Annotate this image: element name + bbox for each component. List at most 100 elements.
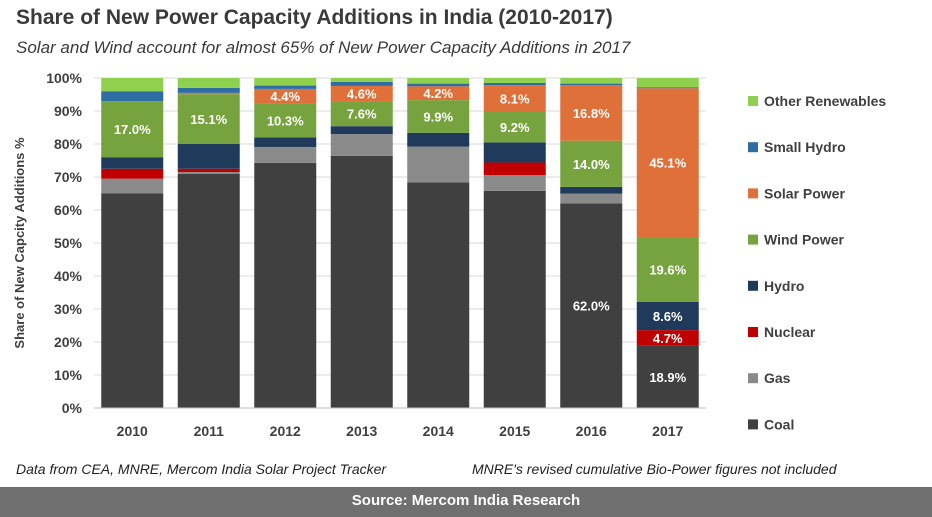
legend-label: Solar Power [764, 185, 845, 201]
bar-segment [101, 157, 164, 169]
bar-segment [330, 101, 393, 127]
data-label: 4.2% [423, 86, 453, 101]
bar-segment [407, 132, 470, 147]
legend-swatch [748, 234, 758, 245]
legend-label: Wind Power [764, 232, 845, 248]
bar-segment [177, 173, 240, 408]
y-tick-label: 50% [54, 235, 83, 251]
bar-segment [407, 100, 470, 133]
x-tick-label: 2012 [270, 423, 301, 439]
legend-swatch [748, 96, 758, 106]
bar-segment [330, 155, 393, 408]
bar-segment [407, 182, 470, 408]
bar-segment [101, 91, 164, 102]
bar-segment [483, 111, 546, 143]
bar-segment [560, 78, 623, 84]
data-label: 14.0% [573, 157, 610, 172]
bar-segment [560, 83, 623, 86]
y-tick-label: 60% [54, 202, 83, 218]
bar-segment [407, 86, 470, 101]
bar-segment [254, 137, 317, 147]
chart-subtitle: Solar and Wind account for almost 65% of… [16, 38, 631, 57]
y-tick-label: 20% [54, 334, 83, 350]
data-label: 10.3% [267, 113, 304, 128]
data-label: 9.9% [423, 109, 453, 124]
data-label: 4.7% [653, 331, 683, 346]
bar-segment [330, 85, 393, 102]
bar-segment [483, 82, 546, 86]
chart-title: Share of New Power Capacity Additions in… [16, 6, 613, 29]
bar-segment [483, 85, 546, 112]
legend-label: Small Hydro [764, 139, 846, 155]
bar-segment [483, 175, 546, 191]
y-tick-label: 40% [54, 268, 83, 284]
bar-segment [254, 88, 317, 104]
x-tick-label: 2010 [117, 423, 148, 439]
bar-segment [101, 168, 164, 179]
bar-segment [560, 203, 623, 408]
data-label: 7.6% [347, 107, 377, 122]
x-tick-label: 2015 [499, 423, 530, 439]
legend-label: Nuclear [764, 324, 816, 340]
data-label: 4.6% [347, 87, 377, 102]
legend-swatch [748, 419, 758, 430]
bar-segment [177, 78, 240, 88]
bar-segment [330, 134, 393, 156]
bar-segment [407, 78, 470, 84]
data-label: 8.1% [500, 92, 530, 107]
legend-swatch [748, 142, 758, 153]
bar-segment [483, 78, 546, 83]
bar-segment [636, 88, 699, 238]
y-tick-label: 30% [54, 301, 83, 317]
bar-segment [636, 345, 699, 408]
legend-label: Hydro [764, 278, 804, 294]
legend-swatch [748, 373, 758, 384]
bar-segment [177, 144, 240, 169]
legend-swatch [748, 327, 758, 337]
x-tick-label: 2014 [423, 423, 454, 439]
legend-swatch [748, 280, 758, 291]
stacked-bar-chart: 0% 10% 20% 30% 40% 50% 60% 70% 80% 90% 100% Share o… [12, 70, 886, 439]
bar-segment [560, 193, 623, 204]
bar-segment [254, 78, 317, 86]
bar-segment [636, 87, 699, 89]
bar-segment [254, 103, 317, 138]
bar-segment [177, 92, 240, 95]
legend-label: Other Renewables [764, 93, 886, 109]
legend-label: Coal [764, 416, 794, 432]
y-tick-label: 10% [54, 367, 83, 383]
bar-segment [101, 193, 164, 408]
data-label: 18.9% [649, 370, 686, 385]
data-label: 17.0% [114, 122, 151, 137]
bar-segment [177, 94, 240, 144]
bar-segment [177, 168, 240, 173]
bar-segment [636, 301, 699, 331]
bar-segment [330, 78, 393, 82]
data-label: 15.1% [190, 112, 227, 127]
bar-segment [177, 172, 240, 174]
bar-segment [483, 162, 546, 176]
data-label: 9.2% [500, 120, 530, 135]
bar-segment [254, 162, 317, 408]
data-label: 62.0% [573, 299, 610, 314]
bar-segment [177, 87, 240, 93]
y-tick-label: 80% [54, 136, 83, 152]
bar-segment [560, 85, 623, 141]
data-label: 45.1% [649, 156, 686, 171]
data-label: 16.8% [573, 106, 610, 121]
bar-segment [483, 142, 546, 163]
data-source-note: Data from CEA, MNRE, Mercom India Solar … [16, 461, 387, 477]
legend-swatch [748, 188, 758, 199]
y-tick-label: 90% [54, 103, 83, 119]
data-label: 8.6% [653, 309, 683, 324]
bar-segment [560, 186, 623, 194]
source-footer: Source: Mercom India Research [0, 487, 932, 517]
data-label: 19.6% [649, 262, 686, 277]
bar-segment [101, 178, 164, 194]
x-tick-label: 2016 [576, 423, 607, 439]
bar-segment [560, 140, 623, 187]
bar-segment [101, 78, 164, 92]
bar-segment [254, 146, 317, 163]
x-tick-label: 2013 [346, 423, 377, 439]
bar-segment [330, 81, 393, 86]
